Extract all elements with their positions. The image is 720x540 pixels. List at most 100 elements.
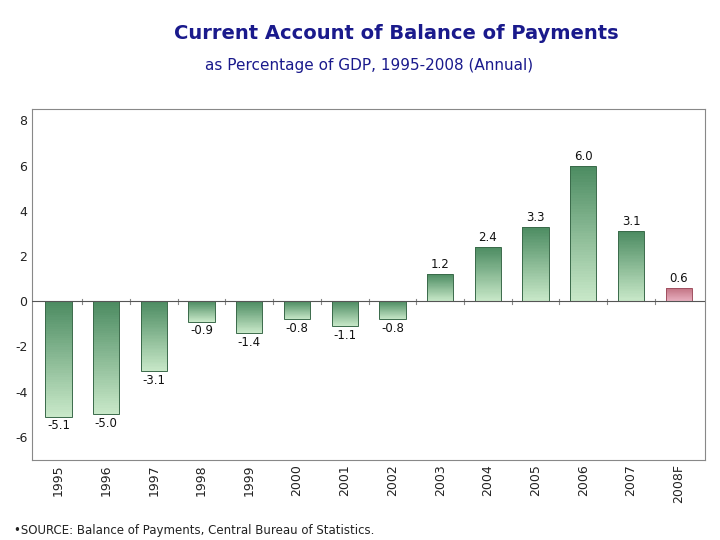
Bar <box>523 260 549 261</box>
Bar <box>141 360 167 362</box>
Bar <box>93 303 120 306</box>
Bar <box>45 325 71 327</box>
Bar <box>45 354 71 356</box>
Bar <box>427 283 454 284</box>
Bar <box>523 295 549 297</box>
Bar <box>427 290 454 291</box>
Bar <box>141 338 167 339</box>
Bar <box>427 274 454 301</box>
Bar <box>570 293 596 296</box>
Bar <box>427 276 454 277</box>
Bar <box>236 302 263 303</box>
Bar <box>523 274 549 276</box>
Bar <box>474 269 501 270</box>
Bar <box>45 301 71 303</box>
Bar <box>141 355 167 356</box>
Bar <box>93 313 120 315</box>
Bar <box>523 252 549 253</box>
Bar <box>189 301 215 322</box>
Bar <box>474 283 501 284</box>
Bar <box>93 347 120 349</box>
Bar <box>45 394 71 396</box>
Bar <box>236 315 263 316</box>
Bar <box>474 297 501 298</box>
Bar <box>570 269 596 272</box>
Bar <box>93 408 120 410</box>
Bar <box>236 307 263 308</box>
Bar <box>141 348 167 349</box>
Bar <box>570 168 596 171</box>
Bar <box>93 394 120 396</box>
Bar <box>236 330 263 331</box>
Bar <box>523 278 549 279</box>
Bar <box>141 363 167 364</box>
Bar <box>570 264 596 266</box>
Bar <box>141 353 167 355</box>
Bar <box>93 349 120 351</box>
Bar <box>141 328 167 329</box>
Text: 1.2: 1.2 <box>431 259 449 272</box>
Bar <box>618 242 644 244</box>
Bar <box>523 255 549 256</box>
Bar <box>45 322 71 325</box>
Bar <box>45 401 71 403</box>
Bar <box>45 310 71 313</box>
Bar <box>570 255 596 258</box>
Bar <box>618 290 644 292</box>
Bar <box>474 260 501 261</box>
Bar <box>570 195 596 198</box>
Bar <box>523 285 549 286</box>
Bar <box>618 262 644 264</box>
Bar <box>93 306 120 308</box>
Bar <box>523 298 549 300</box>
Bar <box>45 363 71 366</box>
Bar <box>141 339 167 341</box>
Bar <box>523 270 549 272</box>
Bar <box>570 166 596 301</box>
Bar <box>618 240 644 241</box>
Bar <box>618 241 644 242</box>
Bar <box>427 275 454 276</box>
Bar <box>618 234 644 235</box>
Bar <box>523 256 549 258</box>
Bar <box>236 316 263 317</box>
Bar <box>618 244 644 245</box>
Bar <box>570 239 596 241</box>
Bar <box>427 287 454 288</box>
Bar <box>45 407 71 410</box>
Bar <box>570 228 596 231</box>
Bar <box>570 291 596 293</box>
Bar <box>93 355 120 358</box>
Bar <box>474 295 501 296</box>
Bar <box>45 405 71 407</box>
Bar <box>141 307 167 308</box>
Text: 2.4: 2.4 <box>479 231 498 244</box>
Bar <box>93 367 120 369</box>
Bar <box>523 267 549 268</box>
Bar <box>93 392 120 394</box>
Bar <box>618 245 644 247</box>
Bar <box>523 280 549 282</box>
Text: -0.8: -0.8 <box>381 322 404 335</box>
Bar <box>236 317 263 318</box>
Bar <box>570 166 596 168</box>
Bar <box>93 333 120 335</box>
Bar <box>141 335 167 336</box>
Bar <box>523 251 549 252</box>
Bar <box>45 331 71 334</box>
Bar <box>141 352 167 353</box>
Bar <box>93 315 120 317</box>
Bar <box>141 334 167 335</box>
Bar <box>236 304 263 305</box>
Bar <box>523 268 549 270</box>
Bar <box>93 351 120 353</box>
Bar <box>474 300 501 301</box>
Bar <box>45 347 71 350</box>
Bar <box>93 330 120 333</box>
Bar <box>236 303 263 304</box>
Bar <box>570 171 596 174</box>
Bar <box>523 292 549 294</box>
Bar <box>523 240 549 241</box>
Bar <box>93 353 120 355</box>
Bar <box>236 323 263 324</box>
